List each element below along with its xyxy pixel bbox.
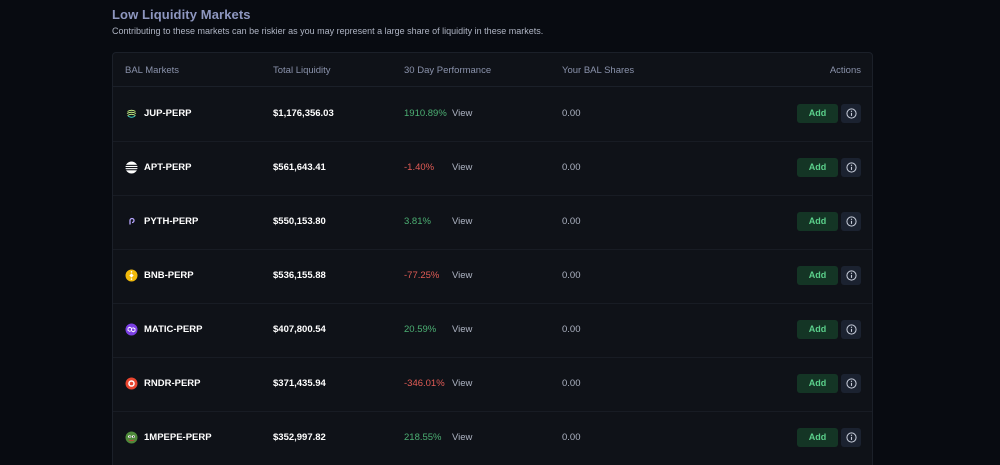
market-cell[interactable]: MATIC-PERP bbox=[125, 321, 202, 338]
table-row: APT-PERP $561,643.41 -1.40% View 0.00 Ad… bbox=[113, 141, 872, 196]
performance-value: -77.25% bbox=[404, 270, 440, 281]
market-name: MATIC-PERP bbox=[144, 324, 203, 335]
add-button[interactable]: Add bbox=[797, 428, 838, 447]
column-header-performance: 30 Day Performance bbox=[404, 65, 492, 76]
bnb-icon bbox=[125, 269, 138, 282]
column-header-actions: Actions bbox=[829, 65, 861, 76]
table-row: 1MPEPE-PERP $352,997.82 218.55% View 0.0… bbox=[113, 411, 872, 465]
section-title: Low Liquidity Markets bbox=[112, 7, 251, 22]
info-button[interactable] bbox=[841, 104, 861, 123]
market-cell[interactable]: RNDR-PERP bbox=[125, 375, 200, 392]
column-header-liquidity: Total Liquidity bbox=[273, 65, 331, 76]
info-icon bbox=[845, 324, 857, 335]
bal-shares: 0.00 bbox=[562, 324, 581, 335]
performance-value: 3.81% bbox=[404, 216, 431, 227]
info-button[interactable] bbox=[841, 266, 861, 285]
market-cell[interactable]: JUP-PERP bbox=[125, 105, 192, 122]
bal-shares: 0.00 bbox=[562, 108, 581, 119]
bal-shares: 0.00 bbox=[562, 162, 581, 173]
aptos-icon bbox=[125, 161, 138, 174]
info-icon bbox=[845, 432, 857, 443]
info-button[interactable] bbox=[841, 212, 861, 231]
add-button[interactable]: Add bbox=[797, 374, 838, 393]
view-link[interactable]: View bbox=[452, 324, 473, 335]
info-button[interactable] bbox=[841, 428, 861, 447]
total-liquidity: $352,997.82 bbox=[273, 432, 326, 443]
view-link[interactable]: View bbox=[452, 432, 473, 443]
performance-value: -1.40% bbox=[404, 162, 435, 173]
market-cell[interactable]: APT-PERP bbox=[125, 159, 192, 176]
add-button[interactable]: Add bbox=[797, 320, 838, 339]
info-button[interactable] bbox=[841, 158, 861, 177]
market-name: BNB-PERP bbox=[144, 270, 194, 281]
polygon-icon bbox=[125, 323, 138, 336]
render-icon bbox=[125, 377, 138, 390]
section-subtitle: Contributing to these markets can be ris… bbox=[112, 26, 544, 36]
bal-shares: 0.00 bbox=[562, 432, 581, 443]
table-row: PYTH-PERP $550,153.80 3.81% View 0.00 Ad… bbox=[113, 195, 872, 250]
info-icon bbox=[845, 162, 857, 173]
bal-shares: 0.00 bbox=[562, 216, 581, 227]
total-liquidity: $550,153.80 bbox=[273, 216, 326, 227]
performance-value: 218.55% bbox=[404, 432, 442, 443]
market-name: 1MPEPE-PERP bbox=[144, 432, 212, 443]
view-link[interactable]: View bbox=[452, 108, 473, 119]
market-cell[interactable]: 1MPEPE-PERP bbox=[125, 429, 212, 446]
info-button[interactable] bbox=[841, 320, 861, 339]
bal-shares: 0.00 bbox=[562, 378, 581, 389]
info-button[interactable] bbox=[841, 374, 861, 393]
market-cell[interactable]: BNB-PERP bbox=[125, 267, 194, 284]
market-name: JUP-PERP bbox=[144, 108, 192, 119]
info-icon bbox=[845, 108, 857, 119]
table-header: BAL Markets Total Liquidity 30 Day Perfo… bbox=[113, 53, 872, 87]
view-link[interactable]: View bbox=[452, 216, 473, 227]
performance-value: -346.01% bbox=[404, 378, 445, 389]
add-button[interactable]: Add bbox=[797, 266, 838, 285]
view-link[interactable]: View bbox=[452, 162, 473, 173]
pyth-icon bbox=[125, 215, 138, 228]
add-button[interactable]: Add bbox=[797, 158, 838, 177]
total-liquidity: $407,800.54 bbox=[273, 324, 326, 335]
info-icon bbox=[845, 216, 857, 227]
market-cell[interactable]: PYTH-PERP bbox=[125, 213, 198, 230]
market-name: PYTH-PERP bbox=[144, 216, 199, 227]
add-button[interactable]: Add bbox=[797, 212, 838, 231]
info-icon bbox=[845, 270, 857, 281]
jupiter-icon bbox=[125, 107, 138, 120]
total-liquidity: $561,643.41 bbox=[273, 162, 326, 173]
bal-shares: 0.00 bbox=[562, 270, 581, 281]
pepe-icon bbox=[125, 431, 138, 444]
view-link[interactable]: View bbox=[452, 378, 473, 389]
markets-table: BAL Markets Total Liquidity 30 Day Perfo… bbox=[112, 52, 873, 465]
total-liquidity: $536,155.88 bbox=[273, 270, 326, 281]
add-button[interactable]: Add bbox=[797, 104, 838, 123]
view-link[interactable]: View bbox=[452, 270, 473, 281]
total-liquidity: $1,176,356.03 bbox=[273, 108, 334, 119]
table-row: JUP-PERP $1,176,356.03 1910.89% View 0.0… bbox=[113, 87, 872, 142]
info-icon bbox=[845, 378, 857, 389]
total-liquidity: $371,435.94 bbox=[273, 378, 326, 389]
table-row: BNB-PERP $536,155.88 -77.25% View 0.00 A… bbox=[113, 249, 872, 304]
market-name: RNDR-PERP bbox=[144, 378, 201, 389]
performance-value: 20.59% bbox=[404, 324, 437, 335]
table-row: RNDR-PERP $371,435.94 -346.01% View 0.00… bbox=[113, 357, 872, 412]
column-header-markets: BAL Markets bbox=[125, 65, 180, 76]
performance-value: 1910.89% bbox=[404, 108, 447, 119]
column-header-shares: Your BAL Shares bbox=[562, 65, 635, 76]
table-row: MATIC-PERP $407,800.54 20.59% View 0.00 … bbox=[113, 303, 872, 358]
market-name: APT-PERP bbox=[144, 162, 192, 173]
